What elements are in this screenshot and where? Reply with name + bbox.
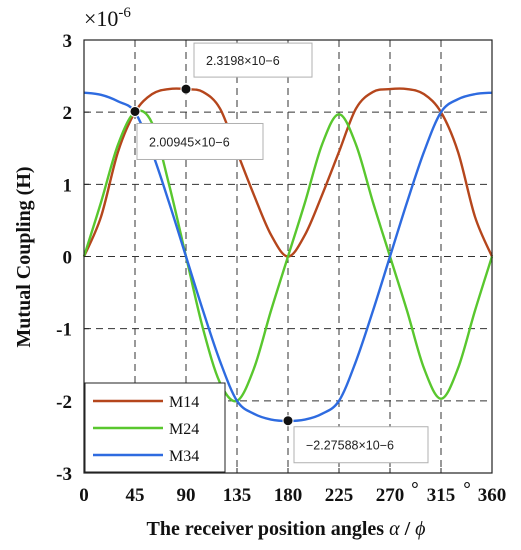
datatip-box [293, 426, 429, 464]
x-tick-label: 315 [427, 485, 456, 506]
x-tick-label: 0 [79, 485, 89, 506]
datatip-label: −2.27588×10−6 [306, 439, 394, 453]
x-tick-label: 135 [223, 485, 252, 506]
legend: M14 M24 M34 [84, 382, 226, 473]
x-tick-label: 270 [376, 485, 405, 506]
y-tick-label: -3 [56, 464, 72, 485]
y-tick-label: 3 [63, 31, 73, 52]
x-tick-label: 45 [126, 485, 145, 506]
x-tick-label: 180 [274, 485, 303, 506]
datatip-marker [180, 83, 192, 95]
x-tick-label: 90 [177, 485, 196, 506]
y-tick-label: -1 [56, 320, 72, 341]
y-tick-label: -2 [56, 392, 72, 413]
y-tick-label: 2 [63, 103, 73, 124]
degree-mark: ° [411, 479, 419, 500]
datatip-label: 2.00945×10−6 [149, 135, 230, 149]
datatip-marker [129, 105, 141, 117]
y-tick-label: 1 [63, 175, 73, 196]
y-axis-exponent: ×10-6 [84, 5, 131, 31]
y-tick-label: 0 [63, 248, 73, 269]
x-tick-label: 225 [325, 485, 354, 506]
datatip-box [136, 122, 264, 160]
tick-labels: 0 45 90 135 180 225 270 315 360 -3 -2 -1 0 1 2 3 ° ° [56, 31, 506, 506]
x-axis-label: The receiver position angles α / ϕ [147, 518, 426, 540]
y-axis-label: Mutual Coupling (H) [13, 166, 35, 347]
datatips: 2.3198×10−6 2.00945×10−6 −2.27588×10−6 [129, 42, 429, 464]
degree-mark: ° [463, 479, 471, 500]
datatip-box [193, 42, 313, 78]
legend-label-m34: M34 [169, 448, 199, 465]
legend-label-m24: M24 [169, 421, 199, 438]
legend-label-m14: M14 [169, 394, 199, 411]
datatip-label: 2.3198×10−6 [206, 54, 280, 68]
x-tick-label: 360 [478, 485, 507, 506]
datatip-marker [282, 415, 294, 427]
